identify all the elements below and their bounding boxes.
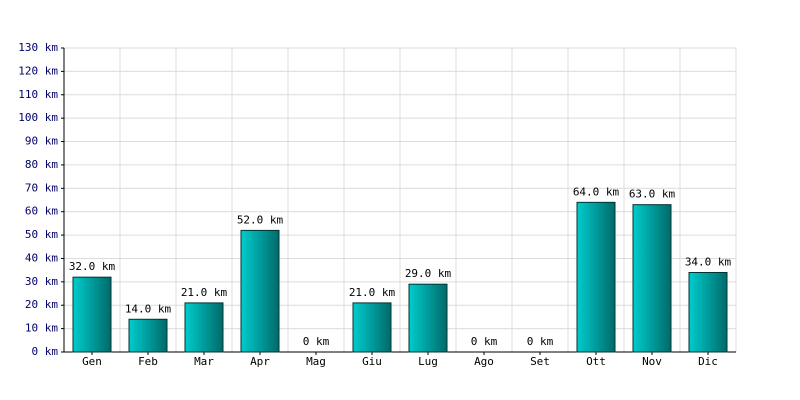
x-tick-label: Feb <box>138 355 158 368</box>
y-tick-label: 60 km <box>25 205 58 218</box>
value-label: 52.0 km <box>237 213 284 226</box>
x-tick-label: Lug <box>418 355 438 368</box>
y-tick-label: 0 km <box>32 345 59 358</box>
value-label: 0 km <box>527 335 554 348</box>
x-tick-label: Mag <box>306 355 326 368</box>
y-tick-label: 100 km <box>18 111 58 124</box>
y-tick-label: 20 km <box>25 298 58 311</box>
y-tick-label: 120 km <box>18 64 58 77</box>
value-label: 0 km <box>471 335 498 348</box>
y-tick-label: 30 km <box>25 275 58 288</box>
y-tick-label: 130 km <box>18 41 58 54</box>
value-label: 14.0 km <box>125 302 172 315</box>
bar <box>184 302 224 353</box>
bar <box>240 229 280 353</box>
y-tick-label: 80 km <box>25 158 58 171</box>
value-label: 64.0 km <box>573 185 620 198</box>
y-tick-label: 70 km <box>25 181 58 194</box>
value-label: 21.0 km <box>349 286 396 299</box>
x-tick-label: Gen <box>82 355 102 368</box>
bar <box>632 204 672 353</box>
bar <box>408 283 448 353</box>
value-label: 63.0 km <box>629 188 676 201</box>
y-tick-label: 10 km <box>25 322 58 335</box>
x-tick-label: Ago <box>474 355 494 368</box>
y-tick-label: 110 km <box>18 88 58 101</box>
bar <box>688 271 728 353</box>
value-label: 32.0 km <box>69 260 116 273</box>
x-tick-label: Ott <box>586 355 606 368</box>
x-tick-label: Giu <box>362 355 382 368</box>
value-label: 0 km <box>303 335 330 348</box>
bar <box>352 302 392 353</box>
y-tick-label: 90 km <box>25 135 58 148</box>
value-label: 21.0 km <box>181 286 228 299</box>
y-tick-label: 40 km <box>25 251 58 264</box>
x-tick-label: Mar <box>194 355 214 368</box>
bar <box>576 201 616 353</box>
bar <box>72 276 112 353</box>
y-tick-label: 50 km <box>25 228 58 241</box>
value-label: 34.0 km <box>685 255 732 268</box>
value-label: 29.0 km <box>405 267 452 280</box>
x-tick-label: Dic <box>698 355 718 368</box>
bar <box>128 318 168 353</box>
x-tick-label: Nov <box>642 355 662 368</box>
x-tick-label: Apr <box>250 355 270 368</box>
x-tick-label: Set <box>530 355 550 368</box>
